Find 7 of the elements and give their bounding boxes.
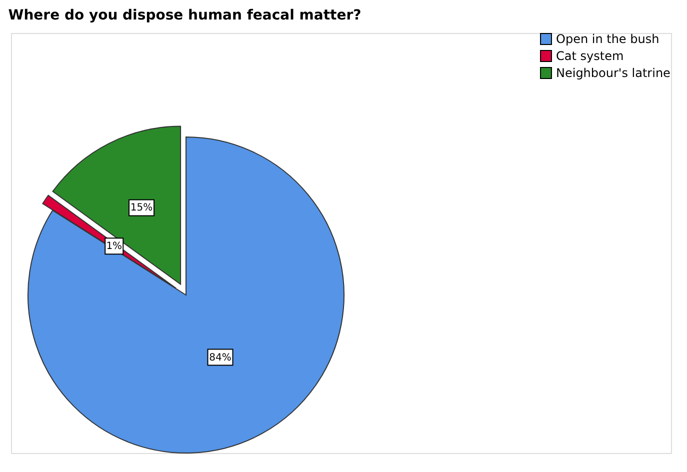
legend-label: Neighbour's latrine <box>556 66 670 80</box>
data-label: 15% <box>130 202 153 214</box>
legend-label: Cat system <box>556 49 624 63</box>
data-label: 84% <box>209 352 232 364</box>
legend-label: Open in the bush <box>556 32 660 46</box>
data-label: 1% <box>106 241 122 252</box>
chart-title: Where do you dispose human feacal matter? <box>8 7 362 24</box>
